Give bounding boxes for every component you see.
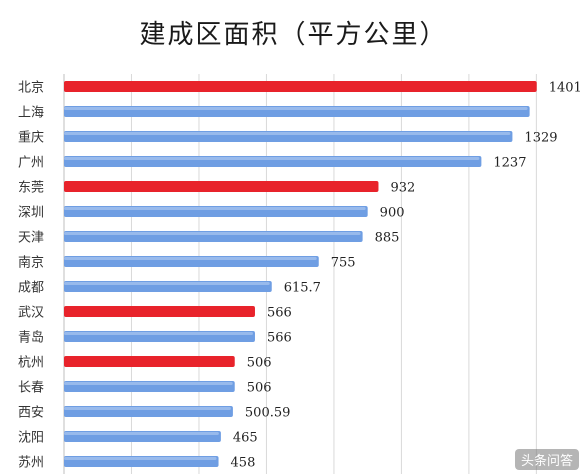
category-label: 广州 bbox=[18, 156, 44, 171]
bar bbox=[64, 356, 235, 367]
bar-shine bbox=[64, 332, 253, 335]
category-label: 西安 bbox=[18, 406, 44, 421]
value-label: 900 bbox=[380, 206, 405, 221]
category-label: 长春 bbox=[18, 381, 44, 396]
value-label: 1401 bbox=[549, 81, 582, 96]
category-label: 杭州 bbox=[18, 356, 44, 371]
watermark: 头条问答 bbox=[514, 449, 579, 470]
category-label: 北京 bbox=[18, 81, 44, 96]
category-label: 南京 bbox=[18, 255, 44, 271]
category-label: 东莞 bbox=[18, 181, 44, 196]
value-labels: 1401 1329 1237 932 900 885 755 615.7 566 566 506 50… bbox=[231, 81, 582, 471]
bar bbox=[64, 81, 537, 92]
value-label: 1329 bbox=[524, 131, 557, 146]
value-label: 465 bbox=[233, 431, 258, 446]
value-label: 506 bbox=[247, 381, 272, 396]
bar-shine bbox=[64, 432, 219, 435]
value-label: 1237 bbox=[493, 156, 526, 171]
bar-shine bbox=[64, 107, 528, 110]
category-label: 天津 bbox=[18, 231, 44, 246]
value-label: 932 bbox=[390, 181, 415, 196]
bar-shine bbox=[64, 282, 270, 285]
value-label: 458 bbox=[231, 456, 256, 471]
value-label: 506 bbox=[247, 356, 272, 371]
category-label: 深圳 bbox=[18, 206, 44, 221]
category-label: 沈阳 bbox=[18, 431, 44, 446]
value-label: 755 bbox=[331, 256, 356, 271]
value-label: 885 bbox=[375, 231, 400, 246]
value-label: 615.7 bbox=[284, 281, 321, 296]
bar-shine bbox=[64, 132, 511, 135]
bar-shine bbox=[64, 232, 361, 235]
bar-shine bbox=[64, 207, 366, 210]
bar-shine bbox=[64, 257, 317, 260]
bar-shine bbox=[64, 407, 231, 410]
bar bbox=[64, 181, 379, 192]
bar bbox=[64, 306, 255, 317]
category-label: 青岛 bbox=[18, 330, 44, 346]
value-label: 566 bbox=[267, 331, 292, 346]
bar-shine bbox=[64, 382, 233, 385]
value-label: 566 bbox=[267, 306, 292, 321]
chart-title: 建成区面积（平方公里） bbox=[139, 20, 448, 50]
category-label: 重庆 bbox=[18, 130, 44, 146]
bar-shine bbox=[64, 157, 480, 160]
bar-shine bbox=[64, 457, 217, 460]
category-label: 武汉 bbox=[18, 306, 44, 321]
category-label: 苏州 bbox=[18, 455, 44, 471]
value-label: 500.59 bbox=[245, 406, 291, 421]
category-label: 上海 bbox=[18, 106, 44, 121]
bars bbox=[64, 81, 537, 467]
category-label: 成都 bbox=[18, 281, 44, 296]
